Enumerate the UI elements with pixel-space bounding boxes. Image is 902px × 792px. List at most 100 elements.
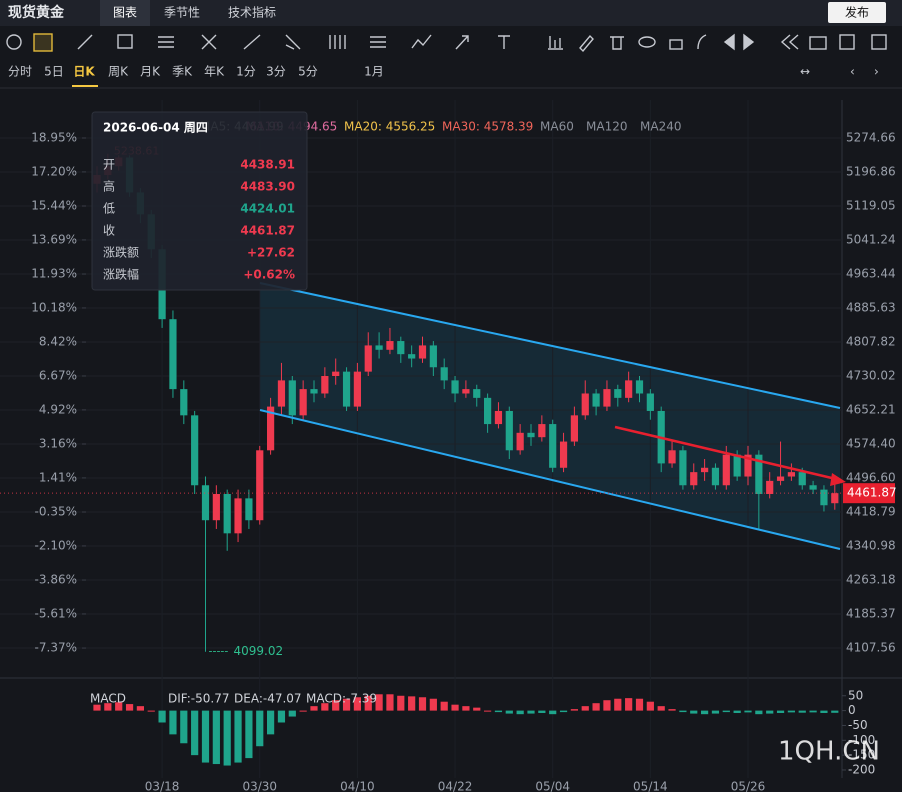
candle-body: [386, 341, 394, 350]
candle-body: [820, 489, 828, 506]
candle-body: [310, 389, 318, 394]
candle-body: [353, 371, 361, 407]
candle-body: [776, 476, 785, 481]
macd-bar: [277, 710, 286, 723]
y2-tick-label: -0.35%: [35, 505, 77, 519]
y-tick-label: 4418.79: [846, 505, 896, 519]
macd-bar: [603, 700, 611, 711]
y2-tick-label: 4.92%: [39, 402, 77, 416]
macd-bar: [701, 710, 709, 715]
tool-icon[interactable]: [201, 34, 217, 50]
tool-icon[interactable]: [780, 34, 799, 50]
tab[interactable]: 技术指标: [228, 5, 276, 20]
tool-icon[interactable]: [638, 36, 656, 48]
period[interactable]: 周K: [108, 65, 129, 79]
macd-bar: [288, 710, 296, 717]
tool-icon[interactable]: [329, 35, 346, 49]
period[interactable]: 1月: [364, 65, 384, 79]
tab-active[interactable]: [100, 0, 150, 26]
tooltip-label: 涨跌幅: [103, 267, 139, 282]
tool-icon[interactable]: [33, 33, 53, 52]
tool-icon[interactable]: [871, 34, 887, 50]
candle-body: [256, 450, 264, 521]
macd-bar: [256, 710, 264, 747]
tool-icon[interactable]: [411, 34, 432, 49]
y2-tick-label: 10.18%: [31, 300, 77, 314]
publish-label[interactable]: 发布: [845, 5, 869, 20]
macd-tick-label: -100: [848, 733, 875, 747]
tool-icon[interactable]: [579, 34, 594, 53]
period[interactable]: 年K: [204, 65, 225, 79]
icon[interactable]: ›: [874, 65, 879, 79]
candle-body: [668, 450, 676, 464]
y-tick-label: 4652.21: [846, 403, 896, 417]
period[interactable]: 日K: [73, 65, 95, 79]
tool-icon[interactable]: [370, 36, 386, 48]
y-tick-label: 4340.98: [846, 539, 896, 553]
tool-icon[interactable]: [498, 35, 510, 49]
macd-bar: [722, 710, 730, 713]
y2-tick-label: -3.86%: [35, 573, 77, 587]
x-tick-label: 05/14: [633, 780, 668, 792]
macd-bar: [516, 710, 524, 715]
macd-bar: [125, 704, 134, 711]
tool-icon[interactable]: [669, 39, 683, 50]
candle-body: [733, 454, 741, 477]
y-tick-label: 4263.18: [846, 573, 896, 587]
x-tick-label: 05/26: [731, 780, 766, 792]
period[interactable]: 5日: [44, 65, 64, 79]
tool-icon[interactable]: [77, 34, 93, 50]
icon[interactable]: ‹: [850, 65, 855, 79]
macd-bar: [201, 710, 210, 763]
tool-icon[interactable]: [158, 36, 174, 48]
macd-bar: [538, 710, 546, 713]
y2-tick-label: 11.93%: [31, 267, 77, 281]
last-price-label: 4461.87: [847, 486, 897, 500]
tool-icon[interactable]: [809, 36, 827, 50]
tool-icon[interactable]: [6, 34, 22, 50]
macd-tick-label: 50: [848, 688, 863, 702]
macd-bar: [744, 710, 752, 713]
tool-icon[interactable]: [548, 36, 563, 50]
tool-icon[interactable]: [743, 33, 755, 51]
tool-icon[interactable]: [610, 36, 624, 50]
y-tick-label: 4807.82: [846, 334, 896, 348]
candle-body: [679, 450, 687, 486]
period[interactable]: 分时: [8, 65, 32, 79]
tab[interactable]: 季节性: [164, 6, 200, 20]
tool-icon[interactable]: [117, 34, 133, 49]
candle-body: [701, 467, 709, 473]
tool-icon[interactable]: [723, 33, 735, 51]
macd-bar: [169, 710, 177, 735]
candle-body: [505, 410, 513, 451]
macd-bar: [223, 710, 231, 766]
top-bar: [0, 0, 902, 26]
y2-tick-label: 3.16%: [39, 436, 77, 450]
x-tick-label: 05/04: [535, 780, 570, 792]
period[interactable]: 月K: [140, 65, 161, 79]
candle-body: [527, 432, 535, 438]
candle-body: [744, 454, 752, 477]
tab[interactable]: 图表: [113, 6, 137, 20]
icon[interactable]: ↔: [800, 65, 810, 79]
tooltip-label: 高: [103, 179, 115, 194]
macd-bar: [342, 698, 351, 711]
macd-legend: DIF:-50.77: [168, 692, 229, 706]
period[interactable]: 1分: [236, 65, 256, 79]
tool-icon[interactable]: [243, 34, 261, 50]
tool-icon[interactable]: [455, 35, 469, 50]
trend-arrow: [614, 425, 837, 481]
y-tick-label: 4496.60: [846, 471, 896, 485]
macd-bar: [570, 709, 578, 711]
macd-bar: [679, 710, 687, 713]
macd-bar: [375, 694, 383, 711]
period[interactable]: 3分: [266, 65, 286, 79]
period[interactable]: 季K: [172, 65, 193, 79]
tool-icon[interactable]: [697, 34, 707, 50]
y-tick-label: 5196.86: [846, 164, 896, 178]
publish-button[interactable]: [828, 2, 886, 23]
period[interactable]: 5分: [298, 65, 318, 79]
tool-icon[interactable]: [839, 34, 855, 50]
tool-icon[interactable]: [285, 34, 301, 50]
min-label: 4099.02: [234, 644, 284, 658]
